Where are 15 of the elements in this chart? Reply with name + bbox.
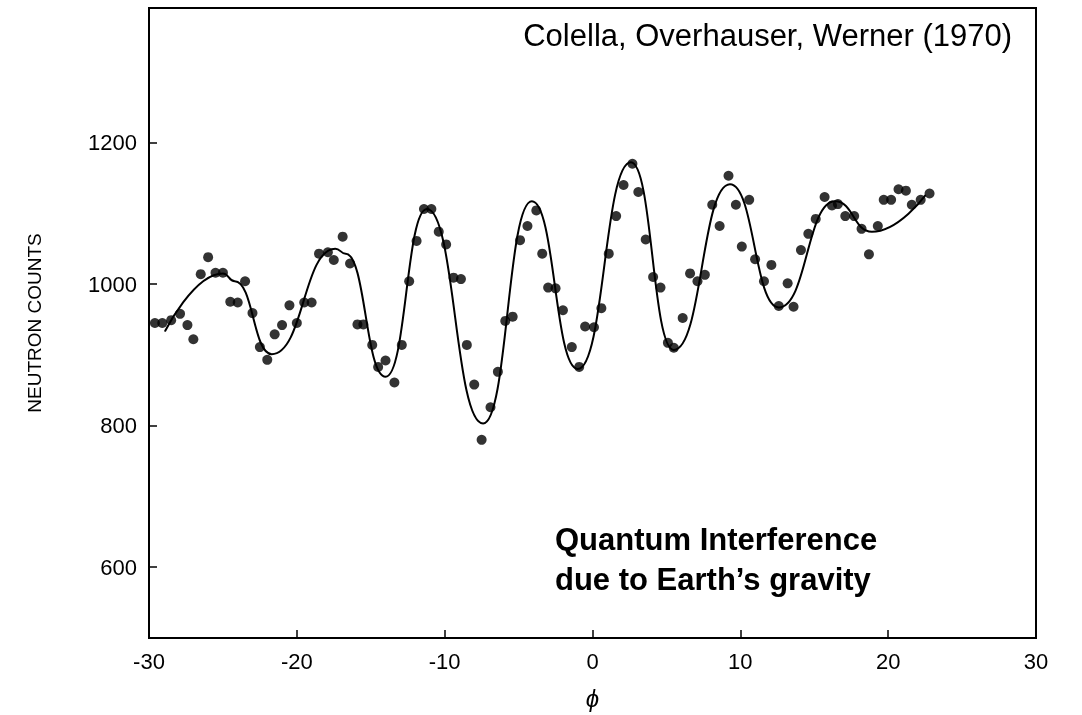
annotation: Quantum Interference due to Earth’s gravity <box>555 521 879 600</box>
x-axis-title: ϕ <box>585 684 600 712</box>
y-tick-label: 1200 <box>88 129 137 155</box>
x-tick-label: 20 <box>875 648 901 674</box>
x-tick-label: 0 <box>586 648 599 674</box>
x-tick-label: -30 <box>133 648 165 674</box>
annotation: Colella, Overhauser, Werner (1970) <box>523 18 1012 54</box>
y-tick-label: 1000 <box>88 271 137 297</box>
y-tick-label: 600 <box>100 554 137 580</box>
x-tick-label: -20 <box>280 648 313 674</box>
x-tick-label: 10 <box>728 648 753 674</box>
y-tick-label: 800 <box>100 413 137 439</box>
y-axis-title: NEUTRON COUNTS <box>24 233 45 413</box>
x-tick-label: 30 <box>1023 648 1049 674</box>
x-tick-label: -10 <box>428 648 461 674</box>
